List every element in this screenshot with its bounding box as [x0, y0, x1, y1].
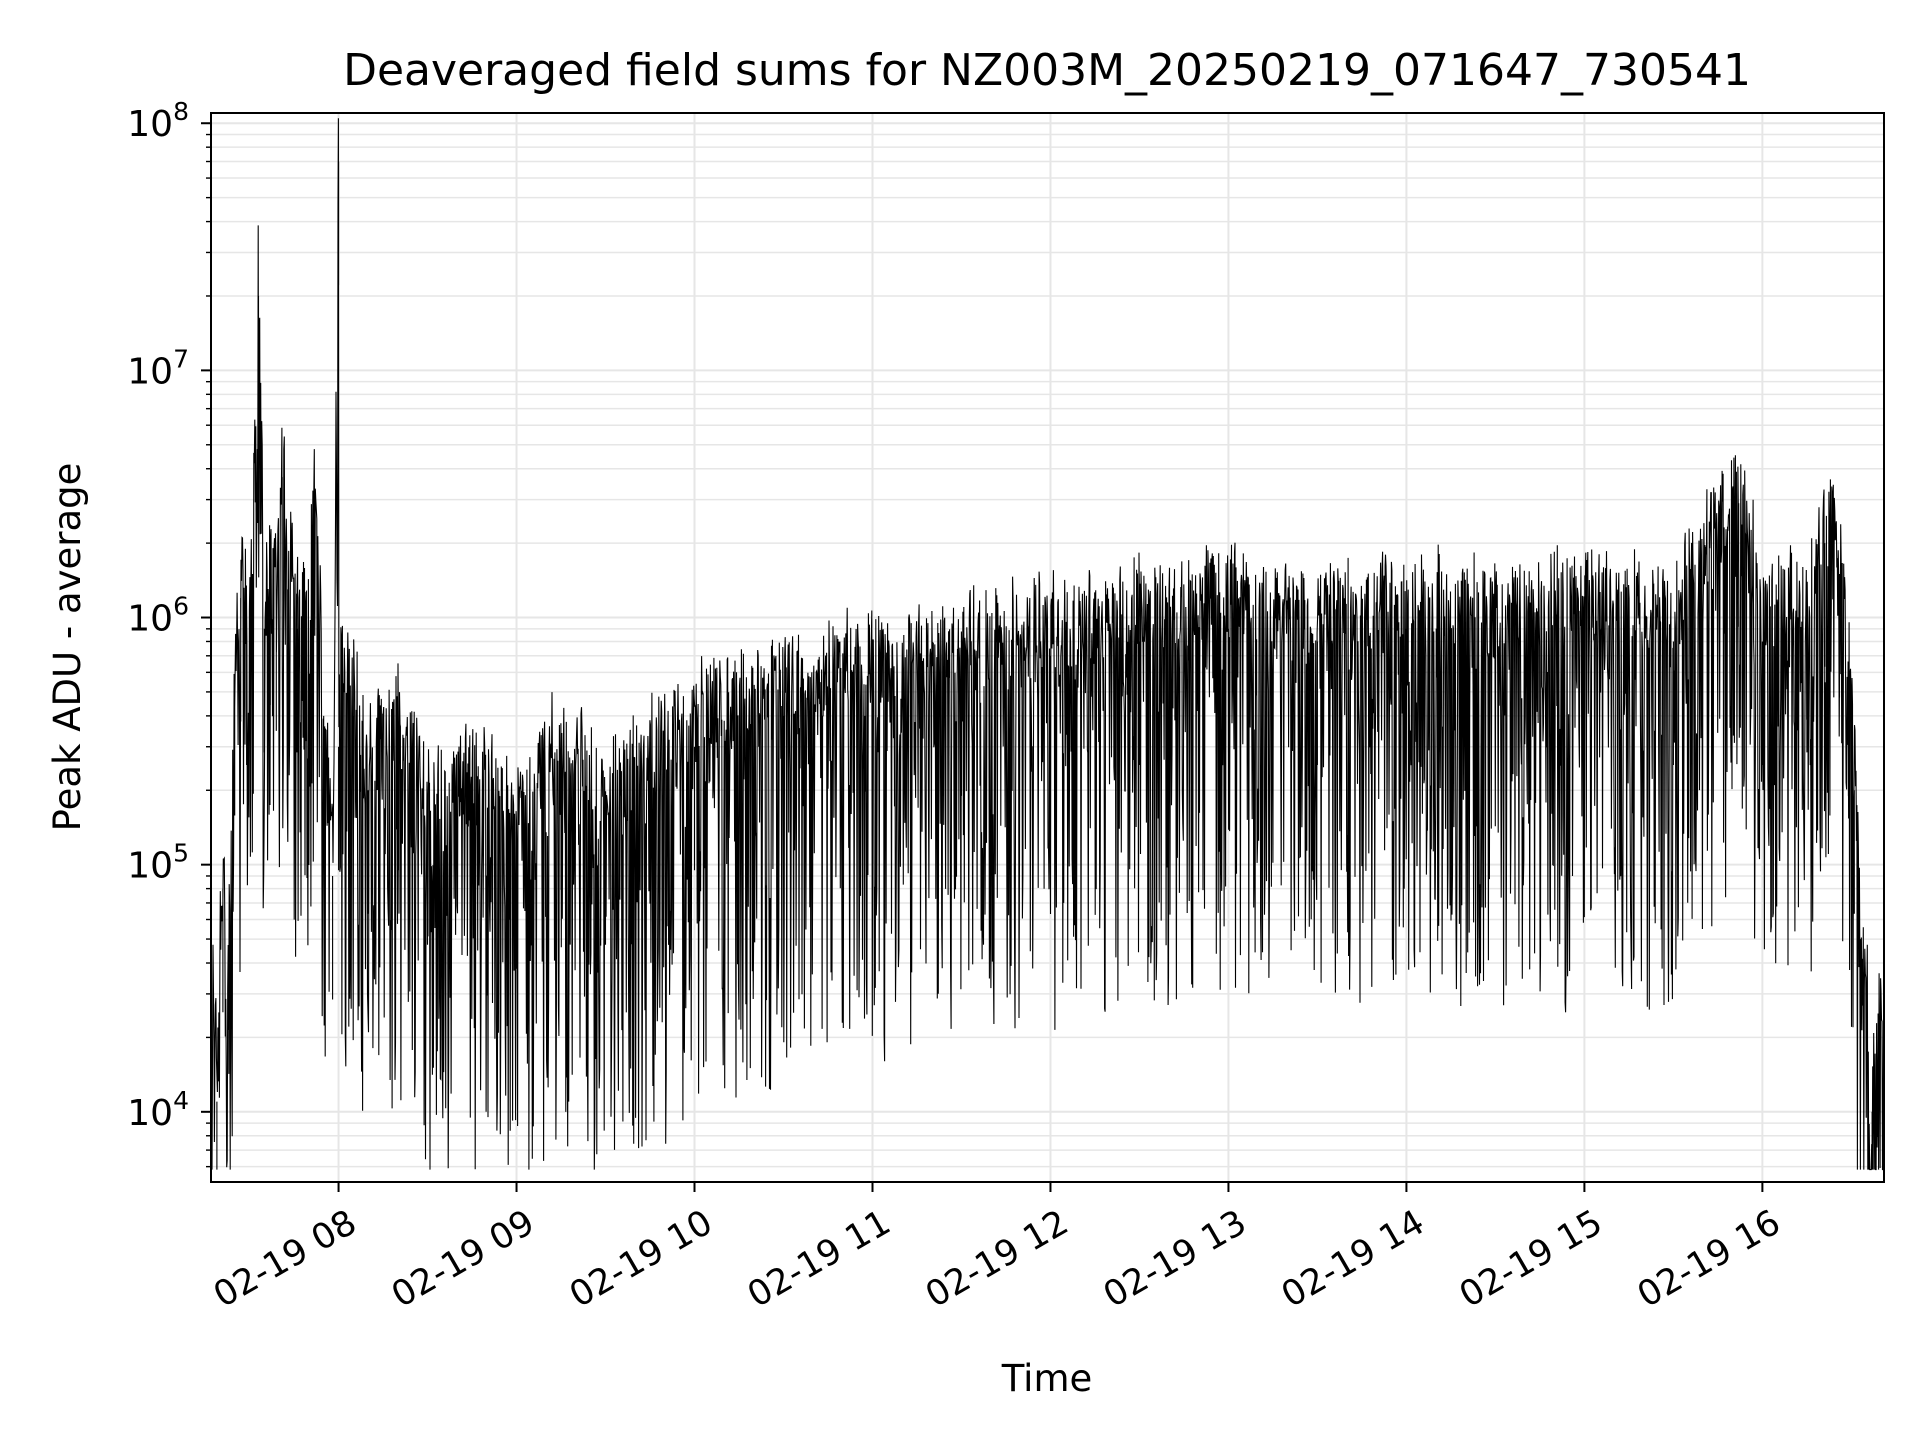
y-tick-base: 10	[127, 599, 173, 640]
y-tick-base: 10	[127, 846, 173, 887]
x-axis-label: Time	[1001, 1357, 1093, 1400]
y-tick-exponent: 7	[173, 344, 189, 373]
y-tick-exponent: 4	[173, 1086, 189, 1115]
y-tick-base: 10	[127, 104, 173, 145]
y-tick-label: 105	[127, 839, 189, 887]
y-tick-exponent: 6	[173, 592, 189, 621]
y-tick-base: 10	[127, 351, 173, 392]
chart-title: Deaveraged field sums for NZ003M_2025021…	[343, 45, 1751, 96]
y-tick-label: 104	[127, 1086, 189, 1134]
y-tick-label: 108	[127, 97, 189, 145]
y-tick-label: 106	[127, 592, 189, 640]
y-tick-base: 10	[127, 1093, 173, 1134]
y-tick-label: 107	[127, 344, 189, 392]
y-tick-exponent: 5	[173, 839, 189, 868]
ticks-layer	[201, 122, 1764, 1192]
plot-frame	[210, 112, 1885, 1183]
y-tick-exponent: 8	[173, 97, 189, 126]
y-axis-label: Peak ADU - average	[46, 463, 89, 832]
series-line	[211, 118, 1884, 1171]
